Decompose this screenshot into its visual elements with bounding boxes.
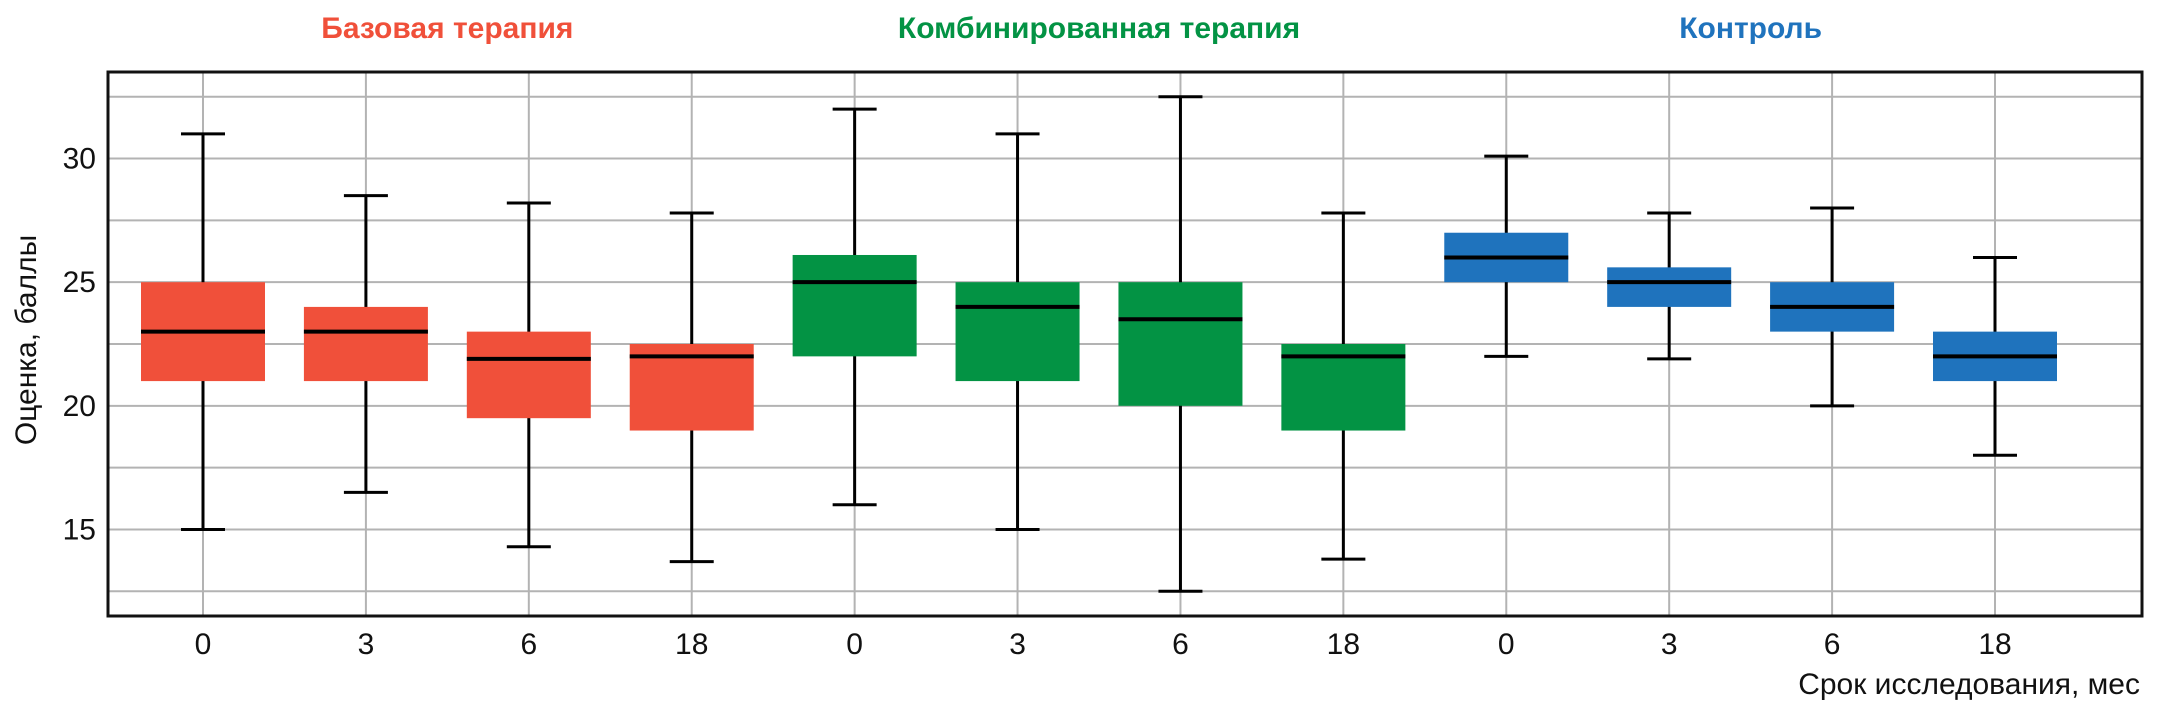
- x-tick-label: 18: [675, 628, 708, 661]
- group-title: Комбинированная терапия: [898, 12, 1300, 45]
- box-0-1: [303, 194, 428, 494]
- group-title: Контроль: [1679, 12, 1822, 45]
- box-series: [141, 95, 2057, 593]
- group-titles: Базовая терапия Комбинированная терапия Ко…: [321, 12, 1822, 45]
- x-axis-label: Срок исследования, мес: [1798, 668, 2140, 701]
- y-tick-label: 25: [63, 266, 96, 299]
- box-0-3: [629, 211, 754, 564]
- x-tick-label: 6: [1172, 628, 1189, 661]
- group-title: Базовая терапия: [321, 12, 573, 45]
- box-1-1: [955, 132, 1080, 531]
- box-iqr: [792, 254, 917, 357]
- box-iqr: [1281, 344, 1406, 431]
- y-tick-label: 15: [63, 513, 96, 546]
- x-tick-label: 18: [1978, 628, 2011, 661]
- box-iqr: [1607, 267, 1732, 307]
- box-iqr: [466, 331, 591, 419]
- box-iqr: [955, 282, 1080, 382]
- x-tick-label: 18: [1327, 628, 1360, 661]
- x-tick-labels: 0 3 6 18 0 3 6 18 0 3 6 18: [195, 628, 2012, 661]
- x-tick-label: 6: [520, 628, 537, 661]
- x-tick-label: 0: [1498, 628, 1515, 661]
- x-tick-label: 3: [358, 628, 375, 661]
- box-1-0: [792, 107, 917, 507]
- box-iqr: [629, 344, 754, 431]
- box-2-0: [1444, 154, 1569, 358]
- plot-frame: [106, 70, 2144, 618]
- box-1-3: [1281, 211, 1406, 561]
- y-tick-labels: 15 20 25 30: [63, 143, 96, 547]
- y-tick-label: 30: [63, 143, 96, 176]
- x-tick-label: 0: [846, 628, 863, 661]
- box-iqr: [303, 306, 428, 382]
- x-tick-label: 3: [1009, 628, 1026, 661]
- x-tick-label: 0: [195, 628, 212, 661]
- box-2-1: [1607, 211, 1732, 361]
- box-iqr: [1118, 282, 1243, 406]
- y-axis-label: Оценка, баллы: [10, 235, 43, 445]
- box-2-3: [1933, 255, 2057, 457]
- box-0-2: [466, 201, 591, 549]
- x-tick-label: 6: [1824, 628, 1841, 661]
- box-1-2: [1118, 95, 1243, 593]
- y-tick-label: 20: [63, 390, 96, 423]
- x-tick-label: 3: [1661, 628, 1678, 661]
- box-0-0: [141, 132, 265, 531]
- box-2-2: [1770, 206, 1895, 408]
